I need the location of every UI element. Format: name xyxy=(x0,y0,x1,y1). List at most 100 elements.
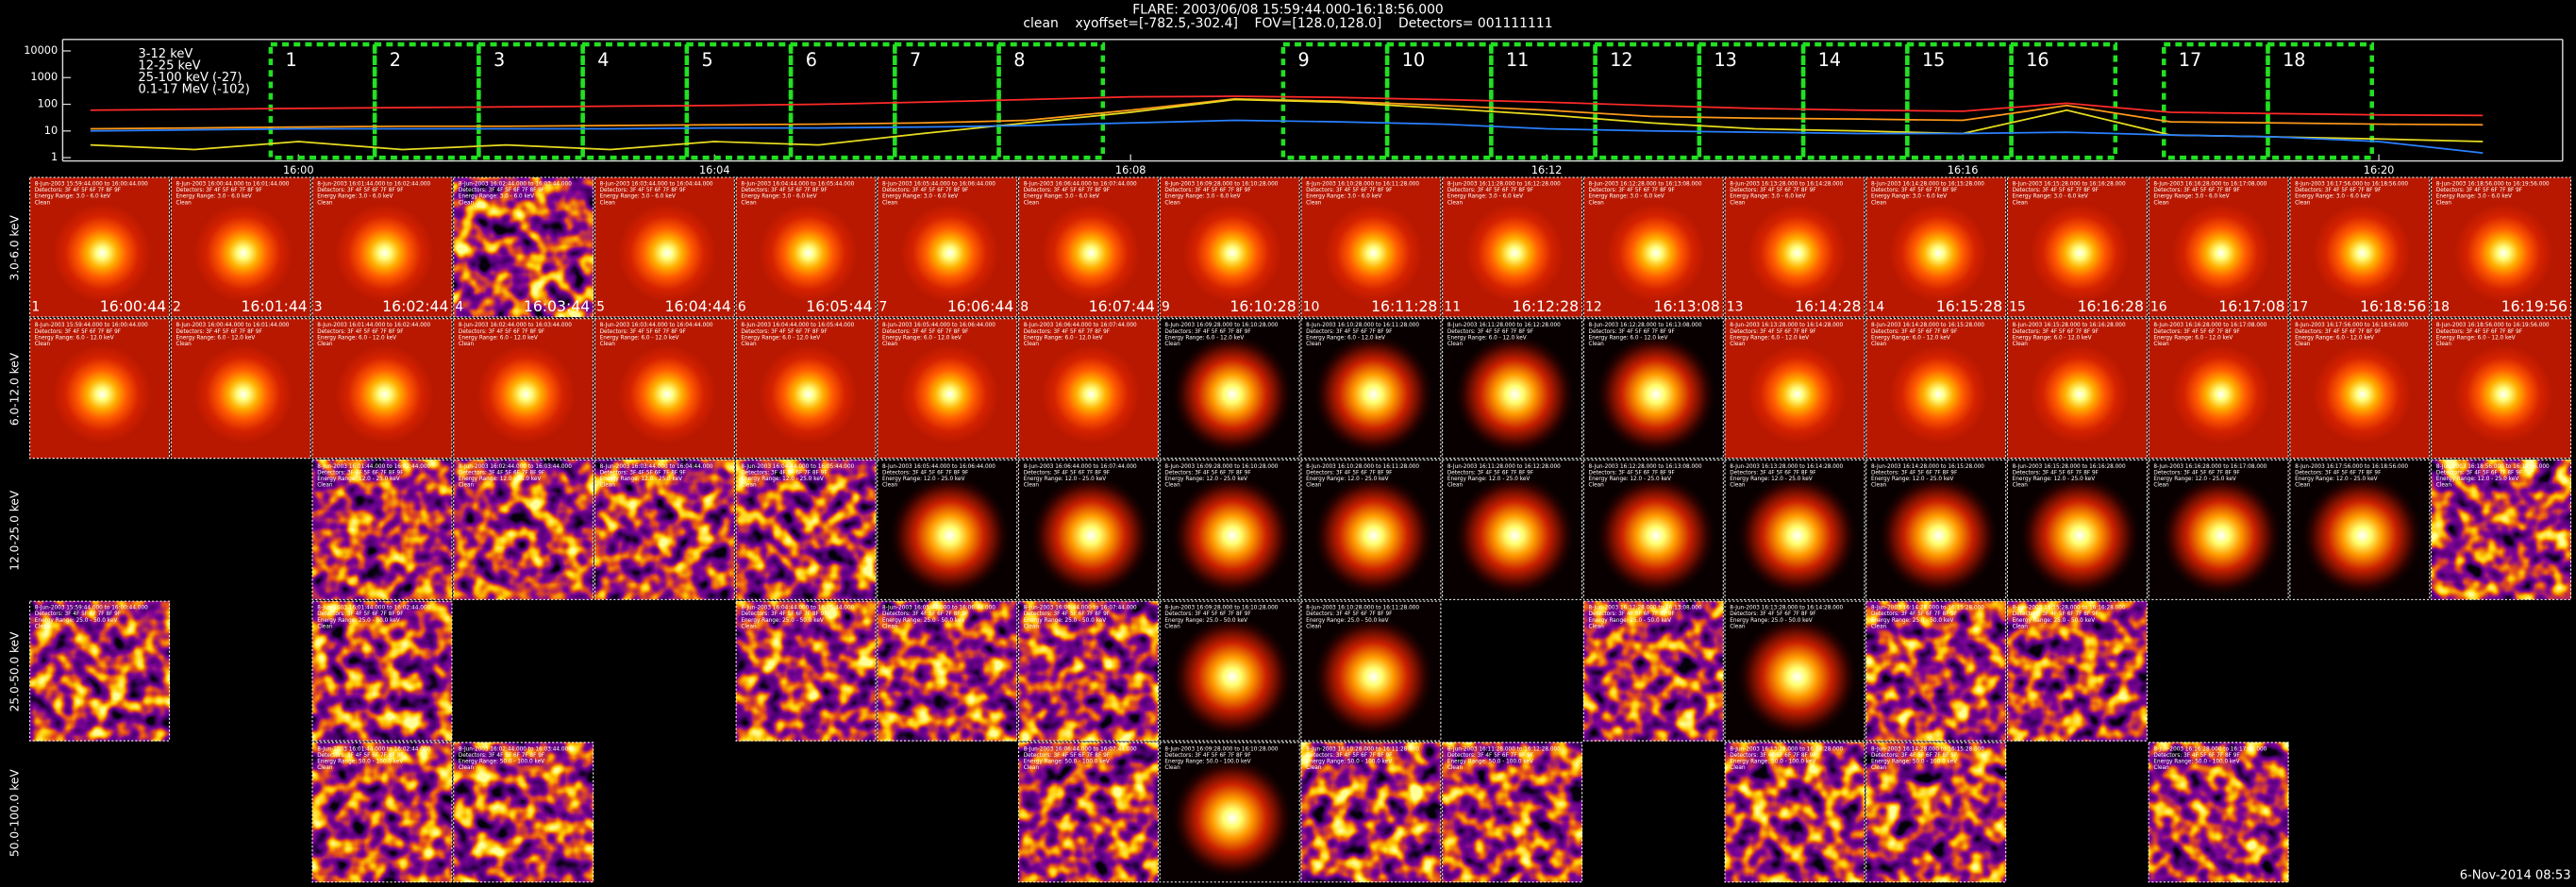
tile-image xyxy=(1300,742,1441,882)
tile-header: Detectors: 3F 4F 5F 6F 7F 8F 9F xyxy=(1730,470,1815,476)
x-tick-label: 16:08 xyxy=(1115,164,1146,176)
tile-header: Energy Range: 25.0 - 50.0 keV xyxy=(882,618,965,624)
tile-image xyxy=(312,460,452,600)
tile-border xyxy=(2289,459,2431,600)
tile-header: 8-Jun-2003 16:14:28.000 to 16:15:28.000 xyxy=(1871,323,1984,328)
interval-box xyxy=(1384,42,1494,160)
image-tile: 8-Jun-2003 16:01:44.000 to 16:02:44.000D… xyxy=(311,459,453,600)
tile-header: 8-Jun-2003 16:14:28.000 to 16:15:28.000 xyxy=(1871,606,1984,611)
tile-header: Energy Range: 6.0 - 12.0 keV xyxy=(459,335,538,341)
tile-header: Energy Range: 3.0 - 6.0 keV xyxy=(2153,194,2229,200)
tile-header: Clean xyxy=(1024,765,1040,771)
tile-header: Clean xyxy=(1447,765,1464,771)
tile-border xyxy=(29,176,171,318)
image-tile: 8-Jun-2003 16:06:44.000 to 16:07:44.000D… xyxy=(1017,176,1160,318)
tile-header: Energy Range: 3.0 - 6.0 keV xyxy=(1306,194,1381,200)
tile-source xyxy=(2300,473,2425,598)
interval-box xyxy=(893,42,1001,160)
tile-source xyxy=(2016,473,2143,598)
tile-source xyxy=(1169,614,1295,740)
tile-header: Energy Range: 50.0 - 100.0 keV xyxy=(1164,760,1250,765)
tile-border xyxy=(2289,176,2431,318)
tile-header: Detectors: 3F 4F 5F 6F 7F 8F 9F xyxy=(1164,753,1250,759)
tile-header: 8-Jun-2003 16:04:44.000 to 16:05:44.000 xyxy=(741,464,854,470)
tile-header: Clean xyxy=(1306,765,1322,771)
image-tile: 8-Jun-2003 16:02:44.000 to 16:03:44.000D… xyxy=(453,742,594,883)
tile-header: 8-Jun-2003 16:13:28.000 to 16:14:28.000 xyxy=(1730,323,1843,328)
tile-header: 8-Jun-2003 16:06:44.000 to 16:07:44.000 xyxy=(1024,323,1137,328)
tile-source xyxy=(1593,473,1719,598)
tile-header: Energy Range: 6.0 - 12.0 keV xyxy=(176,335,256,341)
tile-header: Energy Range: 12.0 - 25.0 keV xyxy=(317,477,400,482)
tile-header: 8-Jun-2003 16:11:28.000 to 16:12:28.000 xyxy=(1447,323,1561,328)
image-tile: 8-Jun-2003 15:59:44.000 to 16:00:44.000D… xyxy=(29,318,171,460)
tile-header: 8-Jun-2003 16:16:28.000 to 16:17:08.000 xyxy=(2153,323,2267,328)
tile-image xyxy=(312,601,452,742)
tile-header: Clean xyxy=(882,342,898,347)
tile-header: Clean xyxy=(1730,624,1746,629)
tile-border xyxy=(877,318,1018,460)
y-tick-label: 10 xyxy=(44,125,58,137)
tile-border xyxy=(735,318,877,460)
row-label: 50.0-100.0 keV xyxy=(8,769,21,857)
tile-header: 8-Jun-2003 16:09:28.000 to 16:10:28.000 xyxy=(1164,323,1278,328)
interval-label: 2 xyxy=(390,49,401,71)
tile-header: Energy Range: 6.0 - 12.0 keV xyxy=(882,335,962,341)
interval-box xyxy=(996,42,1106,160)
image-tile: 8-Jun-2003 16:15:28.000 to 16:16:28.000D… xyxy=(2006,459,2148,600)
tile-header: Energy Range: 3.0 - 6.0 keV xyxy=(176,194,252,200)
tile-header: 8-Jun-2003 16:06:44.000 to 16:07:44.000 xyxy=(1024,606,1137,611)
tile-time: 16:17:08 xyxy=(2218,297,2284,315)
tile-header: Energy Range: 25.0 - 50.0 keV xyxy=(1024,618,1107,624)
image-tile: 8-Jun-2003 16:03:44.000 to 16:04:44.000D… xyxy=(594,176,735,318)
tile-border xyxy=(1017,318,1160,460)
tile-header: 8-Jun-2003 16:05:44.000 to 16:06:44.000 xyxy=(882,323,995,328)
tile-header: 8-Jun-2003 16:14:28.000 to 16:15:28.000 xyxy=(1871,746,1984,752)
tile-header: Clean xyxy=(1730,342,1746,347)
tile-number: 8 xyxy=(1020,300,1029,315)
image-tile: 8-Jun-2003 16:16:28.000 to 16:17:08.000D… xyxy=(2148,742,2289,883)
tile-source xyxy=(1452,473,1578,598)
tile-header: Clean xyxy=(1306,342,1322,347)
tile-header: Clean xyxy=(741,624,757,629)
interval-label: 3 xyxy=(493,49,505,71)
tile-header: 8-Jun-2003 16:06:44.000 to 16:07:44.000 xyxy=(1024,464,1137,470)
image-tile: 8-Jun-2003 16:15:28.000 to 16:16:28.000D… xyxy=(2006,600,2148,742)
tile-border xyxy=(1017,176,1160,318)
tile-header: 8-Jun-2003 16:04:44.000 to 16:05:44.000 xyxy=(741,323,854,328)
tile-time: 16:14:28 xyxy=(1795,297,1861,315)
tile-time: 16:02:44 xyxy=(382,297,448,315)
tile-header: Energy Range: 12.0 - 25.0 keV xyxy=(1447,477,1531,482)
image-tile: 8-Jun-2003 16:04:44.000 to 16:05:44.000D… xyxy=(735,459,877,600)
tile-header: Clean xyxy=(459,483,475,489)
tile-header: 8-Jun-2003 16:11:28.000 to 16:12:28.000 xyxy=(1447,464,1561,470)
tile-border xyxy=(29,600,171,742)
tile-header: 8-Jun-2003 16:15:28.000 to 16:16:28.000 xyxy=(2013,323,2126,328)
interval-box xyxy=(580,42,690,160)
tile-header: Clean xyxy=(1306,483,1322,489)
tile-header: Energy Range: 25.0 - 50.0 keV xyxy=(1871,618,1954,624)
interval-box xyxy=(1489,42,1597,160)
tile-header: 8-Jun-2003 16:05:44.000 to 16:06:44.000 xyxy=(882,181,995,187)
tile-image xyxy=(877,601,1017,742)
tile-header: Detectors: 3F 4F 5F 6F 7F 8F 9F xyxy=(2013,470,2099,476)
tile-header: Clean xyxy=(882,624,898,629)
tile-image xyxy=(2007,601,2148,742)
image-tile: 8-Jun-2003 16:10:28.000 to 16:11:28.000D… xyxy=(1300,459,1442,600)
tile-number: 16 xyxy=(2150,300,2167,315)
image-tile: 8-Jun-2003 16:15:28.000 to 16:16:28.000D… xyxy=(2006,176,2148,318)
tile-header: Clean xyxy=(1589,483,1605,489)
tile-header: Clean xyxy=(1024,200,1040,206)
tile-border xyxy=(1442,318,1583,460)
tile-image xyxy=(736,460,877,600)
tile-header: 8-Jun-2003 16:12:28.000 to 16:13:08.000 xyxy=(1589,606,1702,611)
tile-header: 8-Jun-2003 16:17:56.000 to 16:18:56.000 xyxy=(2295,181,2408,187)
image-tile: 8-Jun-2003 16:14:28.000 to 16:15:28.000D… xyxy=(1865,600,2007,742)
tile-border xyxy=(1582,176,1724,318)
tile-border xyxy=(1582,600,1724,742)
tile-header: 8-Jun-2003 16:01:44.000 to 16:02:44.000 xyxy=(317,323,430,328)
tile-header: Detectors: 3F 4F 5F 6F 7F 8F 9F xyxy=(2153,329,2239,335)
tile-header: 8-Jun-2003 16:10:28.000 to 16:11:28.000 xyxy=(1306,323,1419,328)
tile-header: Detectors: 3F 4F 5F 6F 7F 8F 9F xyxy=(1589,188,1675,193)
tile-number: 2 xyxy=(173,300,181,315)
